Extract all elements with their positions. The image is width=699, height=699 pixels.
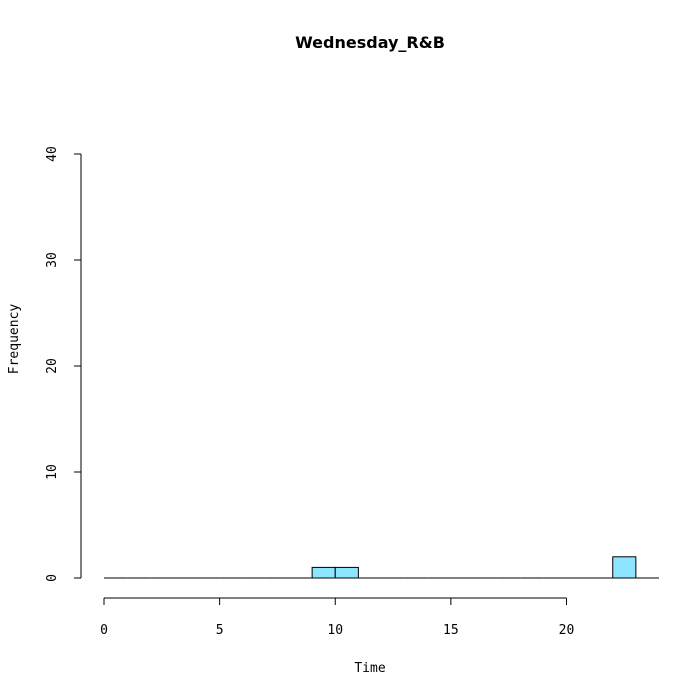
x-tick-label: 5	[216, 623, 224, 638]
x-tick-label: 10	[327, 623, 343, 638]
bars-layer	[104, 556, 659, 579]
y-axis: 0 10 20 30 40	[45, 146, 82, 582]
x-axis-label: Time	[354, 661, 385, 676]
y-tick-label: 0	[45, 574, 60, 582]
x-tick-label: 0	[100, 623, 108, 638]
y-tick-label: 30	[45, 252, 60, 268]
y-tick-label: 40	[45, 146, 60, 162]
chart-title: Wednesday_R&B	[295, 33, 445, 52]
x-axis: 0 5 10 15 20	[100, 597, 575, 638]
y-tick-label: 10	[45, 464, 60, 480]
y-tick-label: 20	[45, 358, 60, 374]
y-axis-label: Frequency	[7, 304, 22, 375]
x-tick-label: 15	[443, 623, 459, 638]
histogram-bar	[311, 566, 336, 579]
histogram-bar	[334, 566, 359, 579]
x-tick-label: 20	[559, 623, 575, 638]
histogram-bar	[612, 556, 637, 579]
